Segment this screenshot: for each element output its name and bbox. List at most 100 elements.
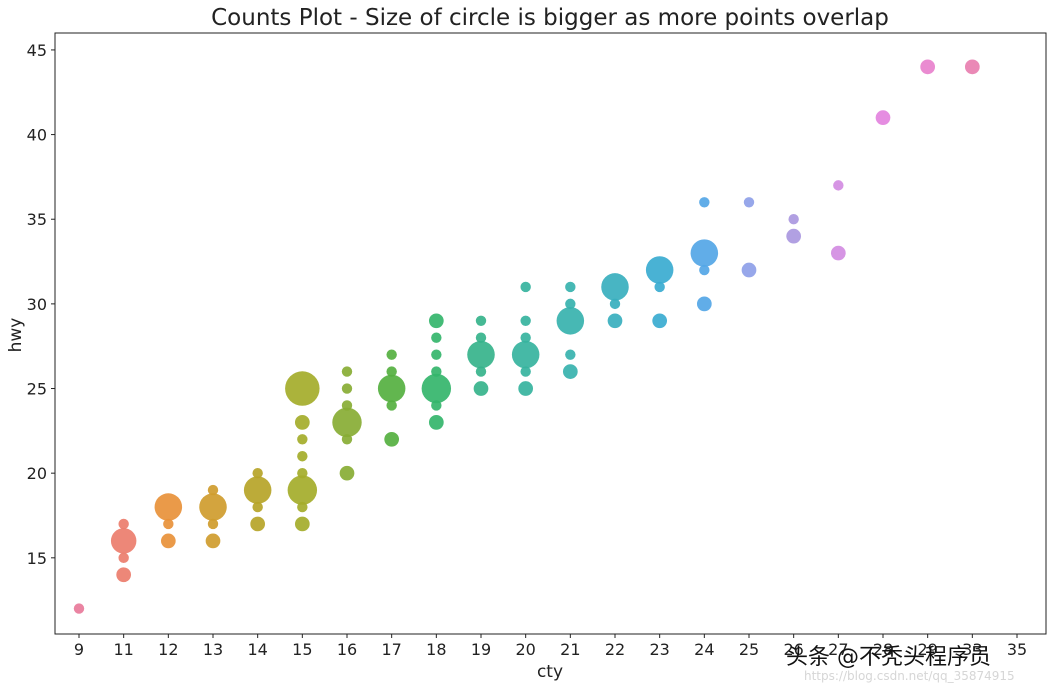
scatter-point <box>199 493 227 521</box>
scatter-point <box>341 383 353 394</box>
scatter-point <box>252 467 263 479</box>
x-tick-label: 26 <box>783 640 803 659</box>
scatter-point <box>341 434 353 445</box>
scatter-point <box>475 332 487 343</box>
x-axis: 9 11 12 13 14 15 16 17 18 19 20 21 22 23 24 25 26 27 28 29 3… <box>74 634 1027 659</box>
plot-frame <box>54 32 1047 635</box>
y-tick-label: 15 <box>27 549 47 568</box>
x-tick-label: 29 <box>917 640 937 659</box>
scatter-point <box>920 59 936 75</box>
scatter-point <box>652 313 668 329</box>
watermark-url: https://blog.csdn.net/qq_35874915 <box>804 669 1015 683</box>
scatter-point <box>565 298 576 310</box>
scatter-point <box>428 313 444 329</box>
scatter-point <box>207 518 219 530</box>
scatter-point <box>788 214 799 225</box>
x-tick-label: 28 <box>873 640 893 659</box>
x-tick-label: 13 <box>203 640 223 659</box>
scatter-point <box>786 228 802 244</box>
scatter-point <box>243 476 272 504</box>
scatter-point <box>341 366 353 377</box>
scatter-point <box>520 332 531 343</box>
scatter-point <box>207 484 219 496</box>
scatter-point <box>518 381 534 396</box>
x-tick-label: 17 <box>381 640 401 659</box>
y-tick-label: 40 <box>27 126 47 145</box>
scatter-point <box>160 533 176 549</box>
scatter-point <box>475 315 487 327</box>
scatter-point <box>386 366 397 377</box>
scatter-point <box>339 465 355 481</box>
scatter-point <box>341 400 353 411</box>
y-tick-label: 45 <box>27 41 47 60</box>
x-tick-label: 12 <box>158 640 178 659</box>
chart-title: Counts Plot - Size of circle is bigger a… <box>211 5 889 31</box>
scatter-point <box>73 603 85 614</box>
scatter-point <box>431 332 442 343</box>
scatter-point <box>833 180 844 191</box>
scatter-point <box>565 349 576 360</box>
scatter-point <box>163 518 174 530</box>
scatter-point <box>297 451 308 462</box>
scatter-point <box>110 528 137 554</box>
scatter-point <box>473 381 489 396</box>
scatter-point <box>297 434 308 445</box>
scatter-point <box>154 493 183 521</box>
scatter-point <box>287 475 318 505</box>
y-tick-label: 25 <box>27 380 47 399</box>
x-axis-label: cty <box>537 662 563 682</box>
y-axis: 15 20 25 30 35 40 45 <box>27 41 55 568</box>
scatter-point <box>428 415 444 430</box>
scatter-point <box>741 262 757 278</box>
y-tick-label: 30 <box>27 295 47 314</box>
scatter-point <box>562 364 578 379</box>
scatter-point <box>297 467 308 479</box>
y-axis-label: hwy <box>6 318 26 353</box>
scatter-point <box>565 281 576 293</box>
y-tick-label: 20 <box>27 464 47 483</box>
x-tick-label: 21 <box>560 640 580 659</box>
scatter-point <box>118 518 129 530</box>
scatter-point <box>332 407 362 438</box>
x-tick-label: 23 <box>649 640 669 659</box>
scatter-point <box>386 400 397 411</box>
scatter-point <box>116 567 132 583</box>
x-tick-label: 22 <box>605 640 625 659</box>
scatter-point <box>699 264 710 276</box>
scatter-point <box>431 349 442 360</box>
scatter-point <box>118 552 129 564</box>
scatter-point <box>467 340 495 369</box>
scatter-point <box>285 371 320 406</box>
watermark-text: 头条 @不秃头程序员 <box>786 645 991 670</box>
scatter-point <box>421 373 452 404</box>
scatter-point <box>556 307 585 335</box>
scatter-point <box>690 239 719 267</box>
x-tick-label: 15 <box>292 640 312 659</box>
x-tick-label: 16 <box>337 640 357 659</box>
scatter-point <box>431 400 442 411</box>
scatter-point <box>297 501 308 513</box>
y-tick-label: 35 <box>27 210 47 229</box>
scatter-point <box>250 516 266 532</box>
x-tick-label: 25 <box>739 640 759 659</box>
x-tick-label: 18 <box>426 640 446 659</box>
x-tick-label: 24 <box>694 640 714 659</box>
scatter-point <box>252 501 263 513</box>
scatter-point <box>607 313 623 329</box>
scatter-point <box>294 516 310 532</box>
scatter-point <box>645 256 674 284</box>
scatter-point <box>875 110 891 125</box>
scatter-point <box>743 197 755 208</box>
scatter-point <box>964 59 980 75</box>
scatter-point <box>601 273 629 301</box>
scatter-point <box>475 366 487 377</box>
x-tick-label: 11 <box>113 640 133 659</box>
scatter-point <box>511 340 540 369</box>
scatter-point <box>520 366 531 377</box>
x-tick-label: 14 <box>247 640 267 659</box>
scatter-point <box>699 197 710 208</box>
scatter-point <box>431 366 442 377</box>
scatter-points <box>73 59 980 614</box>
x-tick-label: 27 <box>828 640 848 659</box>
